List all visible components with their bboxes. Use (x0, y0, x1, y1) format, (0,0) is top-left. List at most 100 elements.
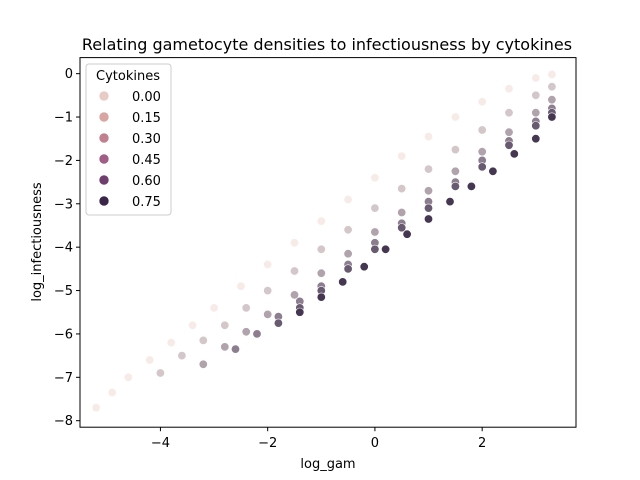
legend-label: 0.60 (132, 174, 161, 189)
data-point (504, 108, 514, 118)
data-point (188, 320, 198, 330)
data-point (220, 320, 230, 330)
x-axis: −4 −2 0 2 (151, 427, 486, 451)
data-point (423, 132, 433, 142)
x-tick-label: −2 (258, 436, 277, 451)
data-point (209, 303, 219, 313)
data-point (252, 329, 262, 339)
data-point (531, 108, 541, 118)
data-point (198, 335, 208, 345)
x-tick-label: 2 (478, 436, 486, 451)
legend-marker (98, 195, 110, 207)
legend-marker (98, 111, 110, 123)
data-point (107, 387, 117, 397)
data-point (241, 327, 251, 337)
data-point (423, 214, 433, 224)
series-cytokines-0.3 (198, 95, 557, 369)
data-point (316, 268, 326, 278)
legend-marker (98, 153, 110, 165)
data-point (504, 84, 514, 94)
series-cytokines-0.6 (273, 108, 557, 328)
y-tick-label: 0 (65, 67, 73, 82)
legend-label: 0.15 (132, 111, 161, 126)
data-point (509, 149, 519, 159)
data-point (295, 307, 305, 317)
data-point (450, 145, 460, 155)
data-point (263, 259, 273, 269)
legend-label: 0.30 (132, 132, 161, 147)
data-point (488, 166, 498, 176)
data-point (477, 147, 487, 157)
data-point (316, 216, 326, 226)
data-point (370, 244, 380, 254)
data-point (397, 208, 407, 218)
data-point (343, 195, 353, 205)
series-cytokines-0.75 (295, 112, 557, 317)
chart-title: Relating gametocyte densities to infecti… (82, 35, 572, 54)
legend-marker (98, 132, 110, 144)
data-point (263, 286, 273, 296)
data-point (504, 140, 514, 150)
y-tick-label: −3 (54, 197, 73, 212)
y-tick-label: −4 (54, 241, 73, 256)
data-point (316, 292, 326, 302)
data-point (547, 82, 557, 92)
data-point (466, 181, 476, 191)
data-point (547, 112, 557, 122)
y-tick-label: −1 (54, 111, 73, 126)
data-point (531, 134, 541, 144)
y-tick-label: −8 (54, 414, 73, 429)
data-point (402, 229, 412, 239)
legend-label: 0.45 (132, 153, 161, 168)
data-point (397, 184, 407, 194)
data-point (289, 290, 299, 300)
data-point (359, 262, 369, 272)
data-point (423, 203, 433, 213)
data-point (370, 203, 380, 213)
data-point (397, 151, 407, 161)
data-point (445, 197, 455, 207)
legend-marker (98, 90, 110, 102)
y-tick-label: −6 (54, 327, 73, 342)
legend-label: 0.00 (132, 90, 161, 105)
scatter-points (91, 70, 557, 413)
x-tick-label: −4 (151, 436, 170, 451)
x-tick-label: 0 (371, 436, 379, 451)
data-point (370, 173, 380, 183)
data-point (289, 238, 299, 248)
data-point (289, 266, 299, 276)
data-point (177, 351, 187, 361)
y-tick-label: −2 (54, 154, 73, 169)
data-point (477, 125, 487, 135)
series-cytokines-0 (91, 70, 557, 413)
data-point (123, 372, 133, 382)
data-point (343, 225, 353, 235)
data-point (198, 359, 208, 369)
data-point (231, 344, 241, 354)
data-point (547, 95, 557, 105)
data-point (423, 186, 433, 196)
legend-title: Cytokines (96, 69, 160, 84)
data-point (450, 166, 460, 176)
data-point (477, 97, 487, 107)
data-point (531, 73, 541, 83)
data-point (450, 181, 460, 191)
legend: Cytokines 0.00 0.15 0.30 0.45 0.60 0.75 (85, 63, 172, 216)
plot-frame (79, 57, 577, 428)
data-point (145, 355, 155, 365)
data-point (236, 281, 246, 291)
y-axis: 0 −1 −2 −3 −4 −5 −6 −7 −8 (54, 67, 80, 429)
data-point (477, 162, 487, 172)
data-point (166, 338, 176, 348)
y-axis-label: log_infectiousness (30, 182, 45, 302)
data-point (450, 112, 460, 122)
series-cytokines-0.15 (155, 82, 557, 378)
data-point (381, 244, 391, 254)
data-point (343, 264, 353, 274)
data-point (547, 70, 557, 80)
data-point (155, 368, 165, 378)
data-point (316, 244, 326, 254)
data-point (531, 90, 541, 100)
data-point (91, 403, 101, 413)
